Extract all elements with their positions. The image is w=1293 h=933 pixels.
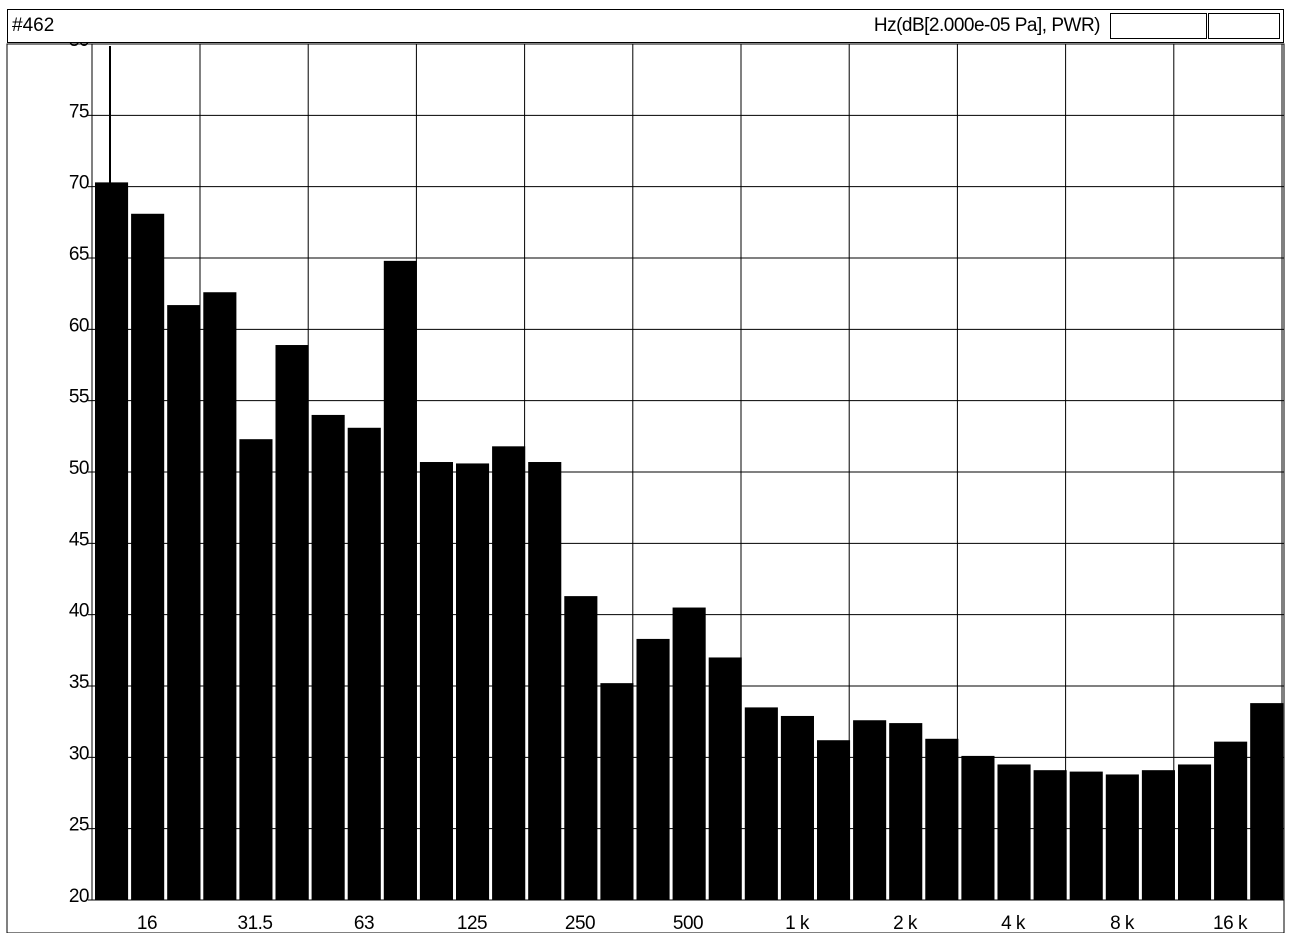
bar [455,463,490,900]
x-tick-label: 500 [673,913,703,933]
unit-label: Hz(dB[2.000e-05 Pa], PWR) [873,15,1101,36]
bar [997,764,1031,900]
bar [925,738,959,900]
bar [347,427,381,900]
bar [1177,764,1212,900]
y-tick-label: 30 [69,743,89,764]
bar [383,260,417,900]
bar [167,305,201,901]
x-tick-label: 4 k [1001,913,1026,933]
x-tick-label: 16 [137,913,157,933]
chart-header: #462 Hz(dB[2.000e-05 Pa], PWR) [7,9,1284,43]
bar [1141,770,1175,900]
x-tick-label: 250 [565,913,595,933]
y-tick-label: 75 [69,101,89,122]
bar [600,683,634,900]
bar [1105,774,1139,900]
x-tick-label: 125 [457,913,487,933]
bar [853,720,887,900]
header-box[interactable] [1208,13,1280,39]
y-tick-label: 35 [69,672,89,693]
bar [275,345,309,900]
bar [239,439,273,900]
y-tick-label: 45 [69,529,89,550]
bars [95,182,1284,901]
header-box[interactable] [1110,13,1207,39]
x-tick-label: 16 k [1213,913,1248,933]
bar [780,715,814,900]
x-tick-label: 2 k [893,913,918,933]
y-tick-label: 70 [69,173,89,194]
bar [961,755,995,900]
y-tick-label: 50 [69,458,89,479]
x-tick-label: 31.5 [238,913,273,933]
x-tick-label: 8 k [1110,913,1135,933]
x-tick-label: 63 [354,913,374,933]
y-tick-label: 20 [69,886,89,907]
x-tick-label: 1 k [785,913,810,933]
y-tick-label: 65 [69,244,89,265]
bar [95,182,129,901]
bar [744,707,778,900]
bar [419,462,453,900]
bar [564,596,598,900]
bar [203,292,237,900]
bar [311,414,345,900]
y-tick-label: 40 [69,601,89,622]
bar [528,462,562,900]
axes: 202530354045505560657075801631.563125250… [6,30,1285,933]
bar [1214,741,1248,900]
bar [636,638,670,900]
record-id: #462 [12,15,55,36]
y-tick-label: 25 [69,815,89,836]
bar [131,213,165,901]
bar [672,607,706,900]
y-tick-label: 55 [69,387,89,408]
bar [1033,770,1067,900]
bar [816,740,851,900]
bar [1069,771,1103,900]
bar [889,723,923,900]
bar [492,446,526,900]
plot-frame [6,43,1285,933]
bar [1250,703,1284,900]
bar [708,657,742,900]
y-tick-label: 60 [69,315,89,336]
